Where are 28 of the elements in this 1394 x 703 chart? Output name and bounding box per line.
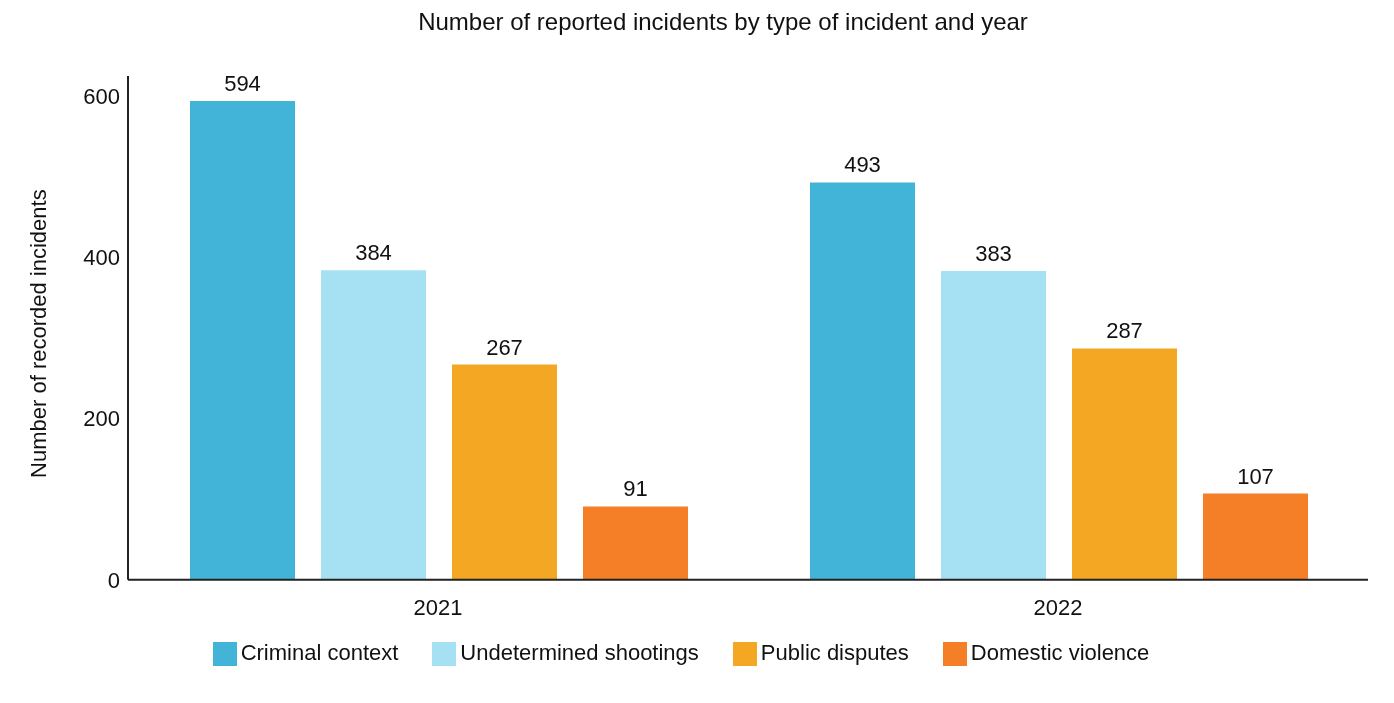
- bar: [941, 271, 1046, 580]
- data-label: 594: [224, 70, 261, 96]
- bar: [1203, 493, 1308, 580]
- data-label: 107: [1237, 463, 1274, 489]
- data-label: 383: [975, 241, 1012, 267]
- bar: [452, 364, 557, 580]
- y-tick-label: 200: [83, 406, 120, 432]
- data-label: 287: [1106, 318, 1143, 344]
- legend-label: Public disputes: [760, 639, 909, 665]
- data-label: 267: [486, 334, 523, 360]
- bar: [1072, 348, 1177, 580]
- legend-label: Criminal context: [240, 639, 399, 665]
- legend-label: Domestic violence: [970, 639, 1150, 665]
- data-label: 384: [355, 240, 392, 266]
- data-label: 493: [844, 152, 881, 178]
- x-tick-label: 2021: [413, 595, 463, 621]
- bar: [190, 100, 295, 580]
- legend-label: Undetermined shootings: [460, 639, 699, 665]
- chart-title: Number of reported incidents by type of incident and year: [417, 8, 1029, 36]
- bar: [321, 270, 426, 580]
- y-tick-label: 400: [83, 245, 120, 271]
- bar: [583, 506, 688, 580]
- y-tick-label: 600: [83, 83, 120, 109]
- bar: [810, 182, 915, 580]
- data-label: 91: [623, 476, 648, 502]
- y-axis-title: Number of recorded incidents: [25, 189, 51, 478]
- x-tick-label: 2022: [1033, 595, 1083, 621]
- y-tick-label: 0: [107, 567, 120, 593]
